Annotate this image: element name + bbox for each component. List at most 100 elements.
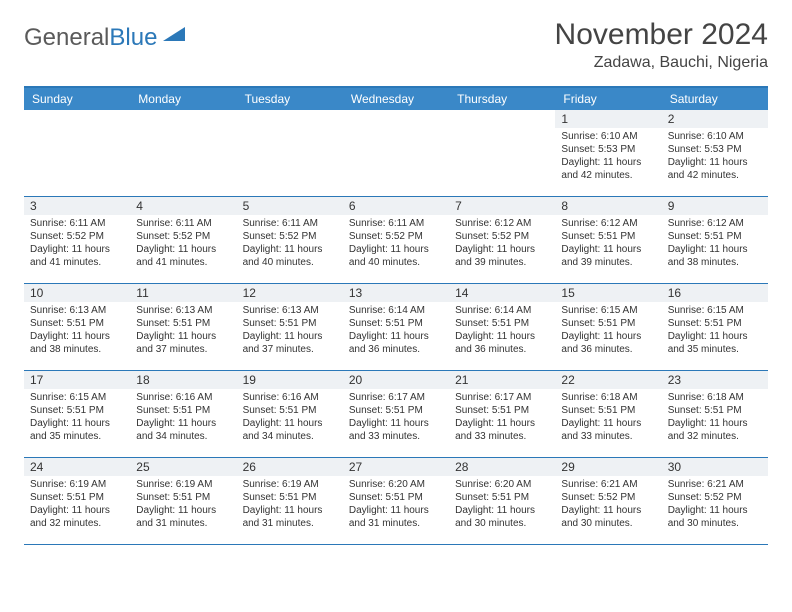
day-info-line: Daylight: 11 hours and 32 minutes.	[30, 504, 124, 530]
day-info-line: Daylight: 11 hours and 30 minutes.	[455, 504, 549, 530]
day-cell: 2Sunrise: 6:10 AMSunset: 5:53 PMDaylight…	[662, 110, 768, 196]
day-info-line: Sunset: 5:51 PM	[136, 404, 230, 417]
day-cell: 3Sunrise: 6:11 AMSunset: 5:52 PMDaylight…	[24, 197, 130, 283]
day-info-line: Sunset: 5:52 PM	[668, 491, 762, 504]
day-number: 5	[237, 197, 343, 215]
day-body: Sunrise: 6:17 AMSunset: 5:51 PMDaylight:…	[343, 389, 449, 447]
day-body: Sunrise: 6:20 AMSunset: 5:51 PMDaylight:…	[343, 476, 449, 534]
day-number: 29	[555, 458, 661, 476]
day-info-line: Daylight: 11 hours and 36 minutes.	[349, 330, 443, 356]
week-row: 17Sunrise: 6:15 AMSunset: 5:51 PMDayligh…	[24, 371, 768, 458]
day-body: Sunrise: 6:15 AMSunset: 5:51 PMDaylight:…	[24, 389, 130, 447]
day-number: 1	[555, 110, 661, 128]
day-body: Sunrise: 6:11 AMSunset: 5:52 PMDaylight:…	[24, 215, 130, 273]
day-info-line: Daylight: 11 hours and 30 minutes.	[561, 504, 655, 530]
day-number: 2	[662, 110, 768, 128]
day-cell: 30Sunrise: 6:21 AMSunset: 5:52 PMDayligh…	[662, 458, 768, 544]
day-header-friday: Friday	[555, 88, 661, 110]
day-body: Sunrise: 6:21 AMSunset: 5:52 PMDaylight:…	[662, 476, 768, 534]
day-info-line: Daylight: 11 hours and 41 minutes.	[136, 243, 230, 269]
day-number: 3	[24, 197, 130, 215]
day-number: 9	[662, 197, 768, 215]
day-info-line: Sunrise: 6:20 AM	[349, 478, 443, 491]
day-cell: 10Sunrise: 6:13 AMSunset: 5:51 PMDayligh…	[24, 284, 130, 370]
day-cell: 22Sunrise: 6:18 AMSunset: 5:51 PMDayligh…	[555, 371, 661, 457]
day-number: 17	[24, 371, 130, 389]
day-info-line: Sunrise: 6:16 AM	[136, 391, 230, 404]
day-header-monday: Monday	[130, 88, 236, 110]
day-cell: 25Sunrise: 6:19 AMSunset: 5:51 PMDayligh…	[130, 458, 236, 544]
day-info-line: Sunset: 5:51 PM	[561, 317, 655, 330]
week-row: 24Sunrise: 6:19 AMSunset: 5:51 PMDayligh…	[24, 458, 768, 545]
day-cell: 5Sunrise: 6:11 AMSunset: 5:52 PMDaylight…	[237, 197, 343, 283]
day-info-line: Daylight: 11 hours and 30 minutes.	[668, 504, 762, 530]
day-body: Sunrise: 6:19 AMSunset: 5:51 PMDaylight:…	[237, 476, 343, 534]
day-number: 27	[343, 458, 449, 476]
day-cell	[449, 110, 555, 196]
day-info-line: Sunset: 5:51 PM	[243, 317, 337, 330]
day-cell	[237, 110, 343, 196]
day-info-line: Sunrise: 6:19 AM	[136, 478, 230, 491]
day-info-line: Daylight: 11 hours and 34 minutes.	[136, 417, 230, 443]
day-info-line: Sunrise: 6:10 AM	[561, 130, 655, 143]
day-cell: 18Sunrise: 6:16 AMSunset: 5:51 PMDayligh…	[130, 371, 236, 457]
day-info-line: Sunrise: 6:18 AM	[561, 391, 655, 404]
day-body: Sunrise: 6:17 AMSunset: 5:51 PMDaylight:…	[449, 389, 555, 447]
day-info-line: Sunrise: 6:15 AM	[668, 304, 762, 317]
day-info-line: Sunrise: 6:11 AM	[349, 217, 443, 230]
day-cell: 14Sunrise: 6:14 AMSunset: 5:51 PMDayligh…	[449, 284, 555, 370]
day-body: Sunrise: 6:19 AMSunset: 5:51 PMDaylight:…	[130, 476, 236, 534]
day-info-line: Sunrise: 6:15 AM	[561, 304, 655, 317]
day-info-line: Sunset: 5:53 PM	[561, 143, 655, 156]
day-cell: 1Sunrise: 6:10 AMSunset: 5:53 PMDaylight…	[555, 110, 661, 196]
day-info-line: Sunset: 5:51 PM	[349, 404, 443, 417]
day-info-line: Daylight: 11 hours and 38 minutes.	[30, 330, 124, 356]
page-header: GeneralBlue November 2024 Zadawa, Bauchi…	[24, 18, 768, 72]
day-header-row: SundayMondayTuesdayWednesdayThursdayFrid…	[24, 88, 768, 110]
day-info-line: Sunset: 5:52 PM	[455, 230, 549, 243]
day-number: 18	[130, 371, 236, 389]
day-number: 7	[449, 197, 555, 215]
day-info-line: Sunset: 5:51 PM	[349, 317, 443, 330]
day-info-line: Daylight: 11 hours and 39 minutes.	[455, 243, 549, 269]
day-cell: 21Sunrise: 6:17 AMSunset: 5:51 PMDayligh…	[449, 371, 555, 457]
day-body: Sunrise: 6:14 AMSunset: 5:51 PMDaylight:…	[449, 302, 555, 360]
day-cell: 17Sunrise: 6:15 AMSunset: 5:51 PMDayligh…	[24, 371, 130, 457]
day-body: Sunrise: 6:15 AMSunset: 5:51 PMDaylight:…	[555, 302, 661, 360]
day-body	[449, 114, 555, 120]
day-info-line: Sunrise: 6:13 AM	[30, 304, 124, 317]
day-body: Sunrise: 6:12 AMSunset: 5:51 PMDaylight:…	[555, 215, 661, 273]
day-body	[24, 114, 130, 120]
day-info-line: Sunrise: 6:10 AM	[668, 130, 762, 143]
day-body: Sunrise: 6:10 AMSunset: 5:53 PMDaylight:…	[555, 128, 661, 186]
day-cell: 13Sunrise: 6:14 AMSunset: 5:51 PMDayligh…	[343, 284, 449, 370]
day-info-line: Daylight: 11 hours and 31 minutes.	[243, 504, 337, 530]
day-header-saturday: Saturday	[662, 88, 768, 110]
day-body: Sunrise: 6:13 AMSunset: 5:51 PMDaylight:…	[130, 302, 236, 360]
day-body: Sunrise: 6:11 AMSunset: 5:52 PMDaylight:…	[130, 215, 236, 273]
day-number: 24	[24, 458, 130, 476]
day-number: 20	[343, 371, 449, 389]
day-info-line: Sunset: 5:51 PM	[668, 317, 762, 330]
day-body: Sunrise: 6:19 AMSunset: 5:51 PMDaylight:…	[24, 476, 130, 534]
logo-text-general: General	[24, 24, 109, 52]
day-info-line: Daylight: 11 hours and 40 minutes.	[349, 243, 443, 269]
calendar-grid: SundayMondayTuesdayWednesdayThursdayFrid…	[24, 86, 768, 545]
day-body: Sunrise: 6:16 AMSunset: 5:51 PMDaylight:…	[130, 389, 236, 447]
day-cell: 4Sunrise: 6:11 AMSunset: 5:52 PMDaylight…	[130, 197, 236, 283]
logo-triangle-icon	[163, 25, 191, 48]
day-info-line: Sunrise: 6:15 AM	[30, 391, 124, 404]
day-info-line: Daylight: 11 hours and 31 minutes.	[349, 504, 443, 530]
day-body: Sunrise: 6:10 AMSunset: 5:53 PMDaylight:…	[662, 128, 768, 186]
day-cell: 29Sunrise: 6:21 AMSunset: 5:52 PMDayligh…	[555, 458, 661, 544]
day-number: 16	[662, 284, 768, 302]
day-info-line: Sunset: 5:51 PM	[455, 317, 549, 330]
day-header-wednesday: Wednesday	[343, 88, 449, 110]
day-info-line: Daylight: 11 hours and 42 minutes.	[668, 156, 762, 182]
day-info-line: Sunset: 5:51 PM	[349, 491, 443, 504]
day-header-thursday: Thursday	[449, 88, 555, 110]
day-info-line: Sunrise: 6:14 AM	[349, 304, 443, 317]
week-row: 3Sunrise: 6:11 AMSunset: 5:52 PMDaylight…	[24, 197, 768, 284]
day-body	[237, 114, 343, 120]
day-body	[130, 114, 236, 120]
